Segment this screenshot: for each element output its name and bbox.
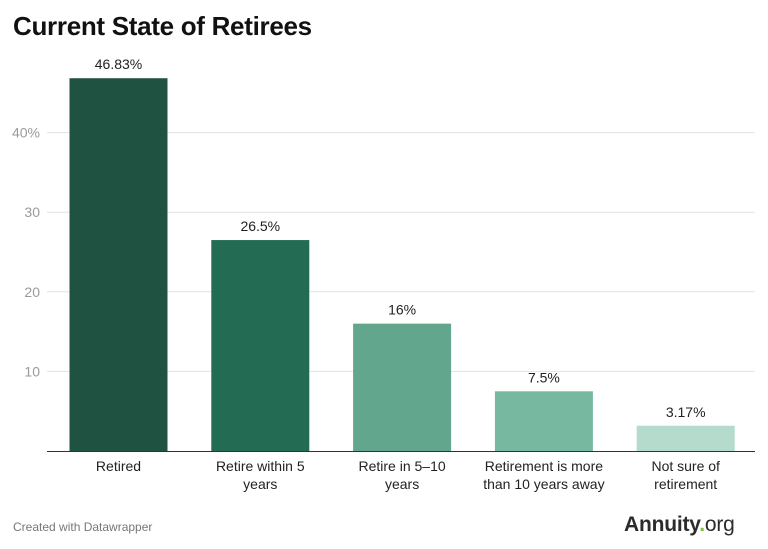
bar xyxy=(636,425,735,451)
y-tick-label: 40% xyxy=(12,125,40,141)
bar xyxy=(494,391,593,451)
x-tick-label: than 10 years away xyxy=(483,476,604,492)
y-tick-label: 30 xyxy=(24,204,40,220)
x-tick-label: Retire in 5–10 xyxy=(359,458,446,474)
source-credit: Created with Datawrapper xyxy=(13,520,153,534)
logo-dot: . xyxy=(699,513,705,536)
logo-suffix: org xyxy=(704,513,735,536)
x-tick-label: retirement xyxy=(654,476,717,492)
value-labels: 46.83% 26.5% 16% 7.5% 3.17% xyxy=(95,56,706,420)
brand-logo: Annuity.org xyxy=(624,513,735,537)
data-label: 16% xyxy=(388,302,416,318)
x-tick-label: years xyxy=(243,476,277,492)
x-tick-label: Retire within 5 xyxy=(216,458,305,474)
x-tick-label: Retired xyxy=(96,458,141,474)
x-tick-label: years xyxy=(385,476,419,492)
data-label: 7.5% xyxy=(528,369,560,385)
data-label: 3.17% xyxy=(666,404,706,420)
x-tick-label: Retirement is more xyxy=(485,458,603,474)
logo-name: Annuity xyxy=(624,513,700,536)
data-label: 26.5% xyxy=(240,218,280,234)
data-label: 46.83% xyxy=(95,56,142,72)
bar-chart: 10 20 30 40% 46.83% 26.5% 16% 7.5% 3.17% Retire… xyxy=(12,56,755,492)
y-tick-label: 10 xyxy=(24,363,40,379)
chart-title: Current State of Retirees xyxy=(13,11,312,41)
bar xyxy=(211,240,310,451)
x-tick-label: Not sure of xyxy=(651,458,720,474)
y-tick-label: 20 xyxy=(24,284,40,300)
bar xyxy=(69,78,168,451)
bar xyxy=(353,323,452,451)
bars xyxy=(69,78,735,451)
category-labels: Retired Retire within 5 years Retire in 5–1… xyxy=(96,458,720,492)
